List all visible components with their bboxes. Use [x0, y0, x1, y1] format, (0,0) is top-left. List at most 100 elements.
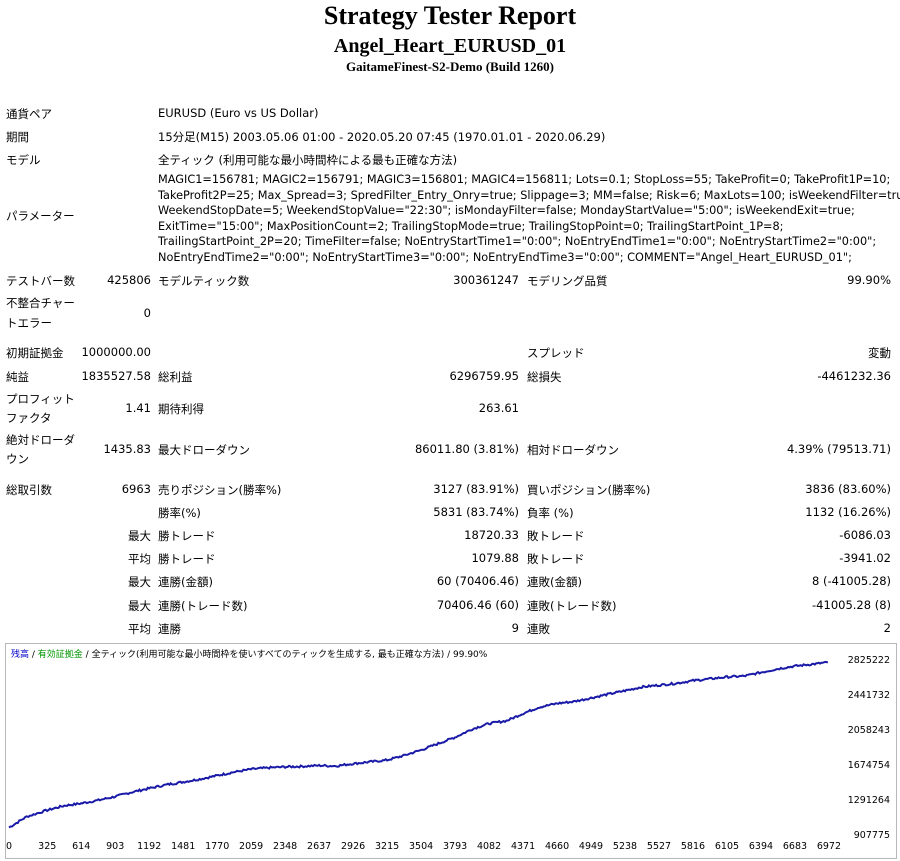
pf-value: 1.41	[125, 401, 151, 415]
x-tick-label: 6394	[748, 841, 774, 852]
x-tick-label: 4082	[476, 841, 502, 852]
maxloss-label: 敗トレード	[527, 529, 585, 543]
params-line: ExitTime="15:00"; MaxPositionCount=2; Tr…	[158, 219, 784, 233]
max-prefix: 最大	[128, 599, 151, 613]
legend-separator: /	[444, 650, 454, 660]
avgloss-label: 敗トレード	[527, 552, 585, 566]
maxconswin-value: 60 (70406.46)	[436, 574, 519, 588]
ticks-label: モデルティック数	[158, 274, 250, 288]
loss-label: 負率 (%)	[527, 506, 574, 520]
symbol-value: EURUSD (Euro vs US Dollar)	[158, 106, 319, 120]
reldd-value: 4.39% (79513.71)	[786, 442, 891, 456]
maxconsprofit-value: 70406.46 (60)	[436, 598, 519, 612]
x-tick-label: 2059	[239, 841, 264, 852]
params-line: WeekendStopDate=5; WeekendStopValue="22:…	[158, 204, 855, 218]
win-label: 勝率(%)	[158, 506, 201, 520]
pf-label: プロフィット	[6, 392, 75, 406]
ticks-value: 300361247	[453, 273, 519, 287]
x-tick-label: 1192	[137, 841, 162, 852]
absdd-value: 1435.83	[103, 442, 151, 456]
report-title: Strategy Tester Report	[323, 1, 577, 30]
spread-value: 変動	[868, 346, 891, 360]
loss-value: 1132 (16.26%)	[805, 505, 891, 519]
x-tick-label: 2637	[307, 841, 332, 852]
trades-label: 総取引数	[6, 483, 52, 497]
avgconsloss-value: 2	[883, 621, 891, 635]
x-tick-label: 5238	[612, 841, 638, 852]
deposit-value: 1000000.00	[81, 345, 151, 359]
model-value: 全ティック (利用可能な最小時間枠による最も正確な方法)	[158, 153, 458, 167]
expected-value: 263.61	[478, 401, 519, 415]
avgconswin-label: 連勝	[158, 622, 181, 636]
maxloss-value: -6086.03	[839, 528, 891, 542]
maxdd-label: 最大ドローダウン	[158, 443, 250, 457]
x-tick-label: 3215	[375, 841, 400, 852]
y-tick-label: 2058243	[847, 725, 890, 736]
avgwin-value: 1079.88	[471, 551, 519, 565]
short-value: 3127 (83.91%)	[433, 482, 519, 496]
params-line: MAGIC1=156781; MAGIC2=156791; MAGIC3=156…	[158, 173, 891, 186]
avg-prefix: 平均	[128, 622, 151, 636]
y-tick-label: 2441732	[847, 690, 890, 701]
maxconsprofit-label: 連勝(トレード数)	[158, 599, 248, 613]
absdd-label-2: ウン	[6, 452, 29, 466]
period-label: 期間	[6, 130, 29, 144]
x-tick-label: 5527	[646, 841, 672, 852]
avg-prefix: 平均	[128, 552, 151, 566]
x-tick-label: 4949	[578, 841, 604, 852]
deposit-label: 初期証拠金	[6, 346, 64, 360]
reldd-label: 相対ドローダウン	[527, 443, 619, 457]
x-tick-label: 4660	[544, 841, 570, 852]
legend-balance: 残高	[11, 650, 30, 660]
x-tick-label: 5816	[680, 841, 706, 852]
maxwin-label: 勝トレード	[158, 529, 216, 543]
mismatch-value: 0	[143, 306, 151, 320]
trades-value: 6963	[121, 482, 151, 496]
model-label: モデル	[6, 153, 41, 167]
legend-separator: /	[82, 650, 92, 660]
maxconsloss-label: 連敗(金額)	[527, 575, 582, 589]
grossprofit-value: 6296759.95	[449, 369, 519, 383]
x-tick-label: 614	[72, 841, 91, 852]
mismatch-label: 不整合チャー	[6, 296, 75, 310]
x-tick-label: 6105	[714, 841, 740, 852]
avgloss-value: -3941.02	[839, 551, 891, 565]
server-name: GaitameFinest-S2-Demo (Build 1260)	[346, 59, 554, 74]
grossloss-value: -4461232.36	[817, 369, 891, 383]
params-label: パラメーター	[6, 209, 75, 223]
x-tick-label: 903	[106, 841, 125, 852]
maxconslossamt-value: -41005.28 (8)	[812, 598, 891, 612]
legend-model: 全ティック(利用可能な最小時間枠を使いすべてのティックを生成する, 最も正確な方…	[91, 650, 445, 660]
x-tick-label: 3504	[408, 841, 434, 852]
maxconswin-label: 連勝(金額)	[158, 575, 213, 589]
y-tick-label: 1291264	[847, 795, 890, 806]
grossprofit-label: 総利益	[158, 370, 193, 384]
maxconsloss-value: 8 (-41005.28)	[812, 574, 891, 588]
maxconslossamt-label: 連敗(トレード数)	[527, 599, 617, 613]
balance-chart: 残高 / 有効証拠金 / 全ティック(利用可能な最小時間枠を使いすべてのティック…	[5, 643, 897, 859]
quality-label: モデリング品質	[527, 274, 608, 288]
x-tick-label: 2926	[341, 841, 366, 852]
x-tick-label: 4371	[510, 841, 536, 852]
balance-series-line	[8, 660, 829, 829]
short-label: 売りポジション(勝率%)	[158, 483, 282, 497]
grossloss-label: 総損失	[527, 370, 562, 384]
chart-svg	[8, 660, 829, 829]
x-tick-label: 1481	[171, 841, 196, 852]
bars-label: テストバー数	[6, 274, 75, 288]
bars-value: 425806	[107, 273, 151, 287]
quality-value: 99.90%	[847, 273, 891, 287]
absdd-label: 絶対ドローダ	[6, 433, 75, 447]
pf-label-2: ファクタ	[6, 411, 52, 425]
y-tick-label: 907775	[853, 830, 890, 841]
legend-quality: 99.90%	[453, 650, 488, 660]
chart-legend: 残高 / 有効証拠金 / 全ティック(利用可能な最小時間枠を使いすべてのティック…	[11, 647, 487, 660]
params-line: NoEntryEndTime2="0:00"; NoEntryStartTime…	[158, 250, 852, 264]
period-value: 15分足(M15) 2003.05.06 01:00 - 2020.05.20 …	[158, 130, 606, 144]
x-tick-label: 2348	[273, 841, 298, 852]
y-tick-label: 2825222	[847, 655, 890, 666]
params-value: MAGIC1=156781; MAGIC2=156791; MAGIC3=156…	[158, 172, 900, 266]
avgwin-label: 勝トレード	[158, 552, 216, 566]
spread-label: スプレッド	[527, 346, 585, 360]
maxwin-value: 18720.33	[464, 528, 519, 542]
